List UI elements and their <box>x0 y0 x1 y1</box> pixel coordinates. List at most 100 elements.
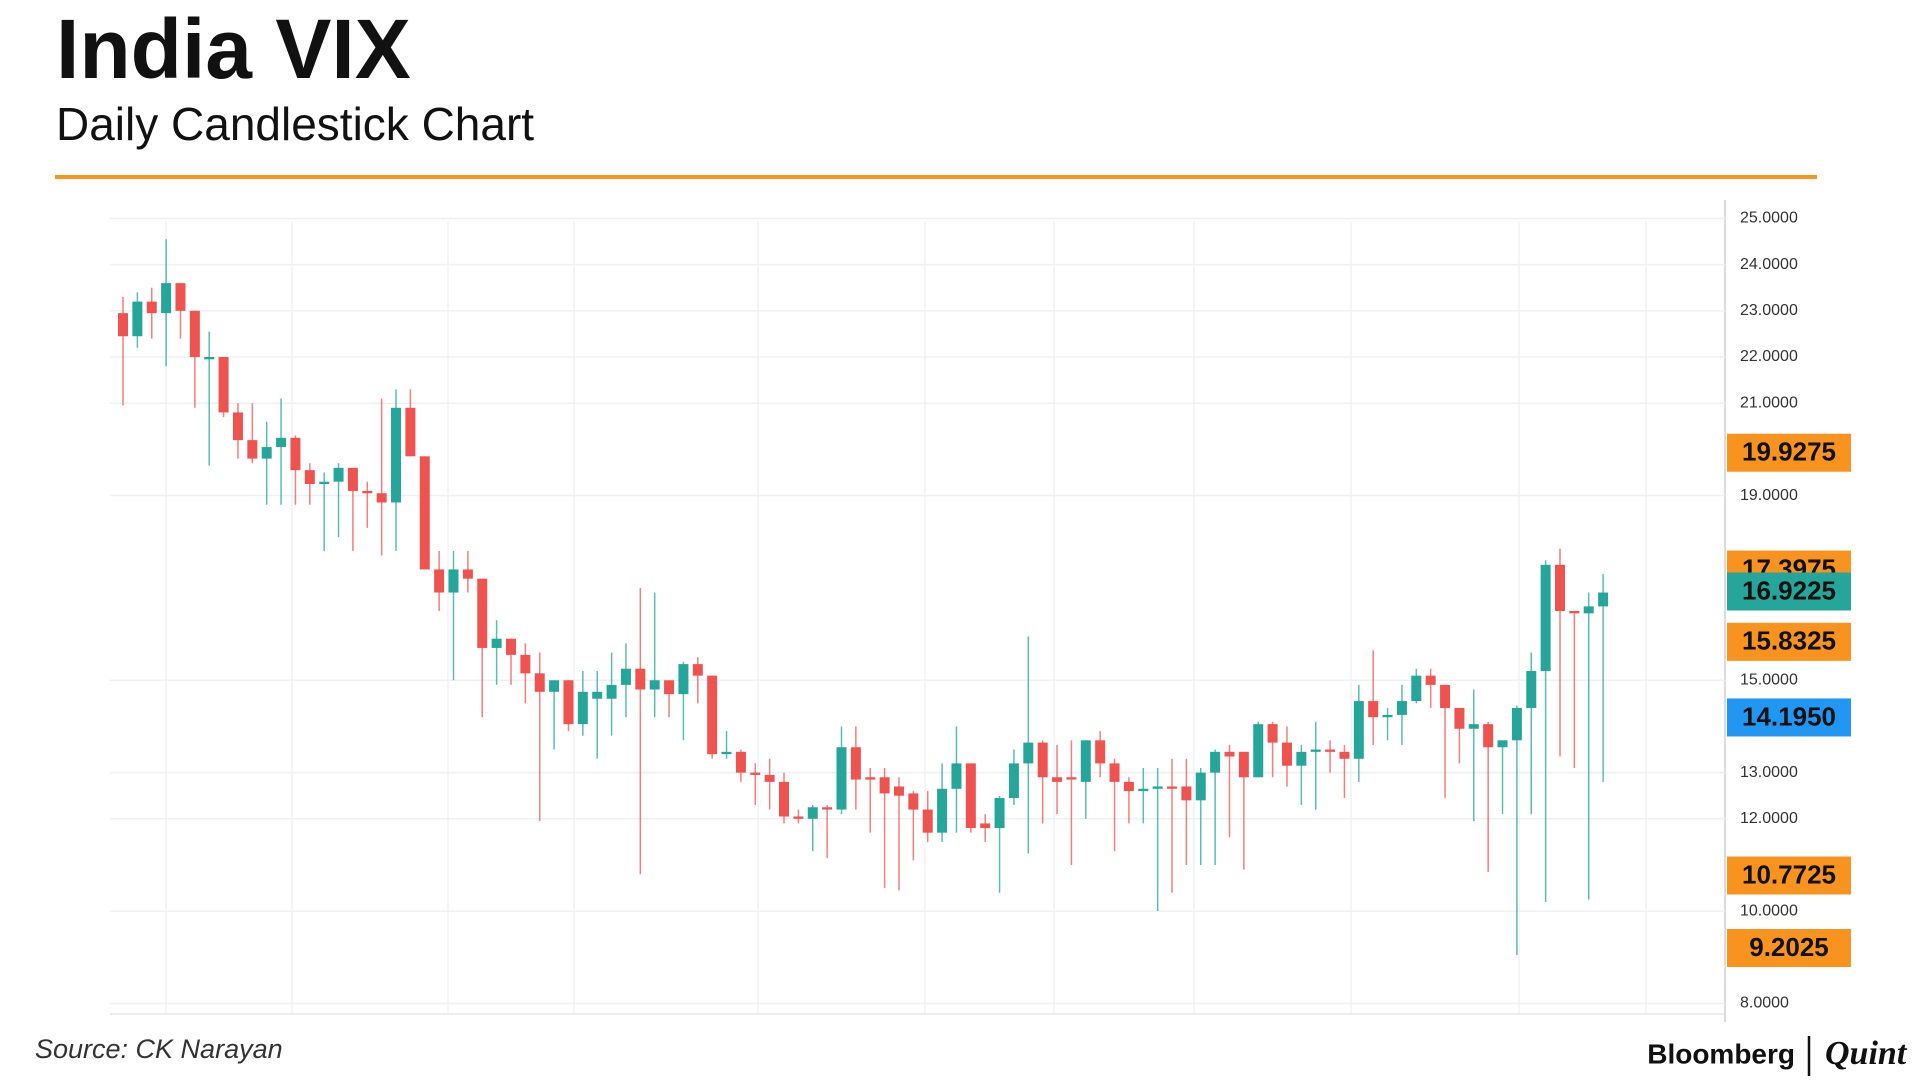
price-label: 9.2025 <box>1749 932 1829 962</box>
y-tick-label: 10.0000 <box>1740 902 1798 919</box>
y-tick-label: 24.0000 <box>1740 256 1798 273</box>
y-tick-label: 13.0000 <box>1740 764 1798 781</box>
candle-body <box>1224 751 1235 757</box>
candle-body <box>319 481 330 485</box>
candle-body <box>951 763 962 789</box>
candle-body <box>606 684 617 699</box>
y-tick-label: 19.0000 <box>1740 487 1798 504</box>
candle-body <box>1454 707 1465 729</box>
candle-body <box>807 807 818 819</box>
chart-title: India VIX <box>56 2 411 96</box>
candle-body <box>836 747 847 810</box>
brand-quint: Quint <box>1825 1035 1908 1072</box>
candle-body <box>721 751 732 755</box>
candle-body <box>391 407 402 503</box>
candle-body <box>1008 763 1019 799</box>
candle-body <box>1569 611 1580 614</box>
price-label-box <box>1727 622 1851 661</box>
candle-body <box>1037 742 1048 778</box>
candle-body <box>477 578 488 648</box>
candle-body <box>678 664 689 695</box>
candle-body <box>1123 781 1134 792</box>
candle-body <box>893 786 904 796</box>
candle-body <box>1339 751 1350 759</box>
candle-body <box>362 490 373 494</box>
candle-body <box>563 680 574 725</box>
candle-body <box>462 569 473 579</box>
candle-body <box>118 313 128 337</box>
price-label: 19.9275 <box>1742 437 1836 467</box>
candle-body <box>908 793 919 810</box>
candle-body <box>290 437 301 471</box>
candle-body <box>965 763 976 829</box>
candle-body <box>1598 592 1609 607</box>
candle-body <box>1281 742 1292 766</box>
price-label: 10.7725 <box>1742 859 1836 889</box>
candle-body <box>1368 701 1379 718</box>
candle-body <box>505 638 516 655</box>
candle-body <box>620 668 631 685</box>
candle-body <box>592 691 603 699</box>
candle-body <box>1425 675 1436 685</box>
price-label-box <box>1727 572 1851 611</box>
candle-body <box>577 691 588 725</box>
y-tick-label: 21.0000 <box>1740 394 1798 411</box>
brand-bloomberg: Bloomberg <box>1647 1038 1795 1069</box>
candle-body <box>664 680 675 695</box>
y-tick-label: 15.0000 <box>1740 671 1798 688</box>
candle-body <box>1540 564 1551 672</box>
candle-body <box>1052 777 1063 782</box>
candle-body <box>1080 740 1091 782</box>
candle-body <box>1353 701 1364 759</box>
candle-body <box>1382 714 1393 718</box>
candle-body <box>1396 701 1407 715</box>
candle-body <box>304 470 315 485</box>
y-tick-label: 22.0000 <box>1740 348 1798 365</box>
candle-body <box>175 283 186 311</box>
candle-body <box>1109 763 1120 782</box>
price-labels: 19.927517.397516.922515.832514.195010.77… <box>1727 433 1851 967</box>
candle-body <box>1468 724 1479 729</box>
chart-subtitle: Daily Candlestick Chart <box>56 98 534 150</box>
candle-body <box>1526 671 1537 708</box>
candle-body <box>333 467 344 482</box>
candle-body <box>1555 564 1565 611</box>
candle-body <box>937 788 948 833</box>
grid: 8.0000 10.0000 12.0000 13.0000 15.0000 19.000… <box>110 210 1798 1012</box>
price-label: 15.8325 <box>1742 626 1836 656</box>
candle-body <box>649 680 660 690</box>
candle-body <box>735 751 746 773</box>
price-label-box <box>1727 433 1851 472</box>
candle-body <box>1152 786 1163 789</box>
candle-body <box>1411 675 1422 702</box>
y-tick-label: 8.0000 <box>1740 995 1789 1012</box>
candle-body <box>276 437 287 448</box>
candle-body <box>1267 724 1278 743</box>
candle-body <box>218 357 229 413</box>
candle-body <box>692 664 703 676</box>
source: Source: CK Narayan <box>35 1034 283 1064</box>
candle-body <box>1511 707 1522 741</box>
candle-body <box>232 412 243 441</box>
price-label-box <box>1727 928 1851 967</box>
candle-body <box>1497 740 1508 748</box>
y-tick-label: 23.0000 <box>1740 302 1798 319</box>
candle-body <box>635 668 646 690</box>
candle-body <box>534 673 545 692</box>
candle-body <box>405 407 416 457</box>
candle-body <box>491 638 502 648</box>
y-tick-label: 25.0000 <box>1740 210 1798 227</box>
candle-body <box>879 777 890 794</box>
candle-body <box>347 467 358 491</box>
candle-body <box>1195 772 1206 801</box>
candle-body <box>764 774 775 782</box>
candle-body <box>261 447 272 459</box>
candle-body <box>707 675 718 755</box>
candle-body <box>994 798 1005 829</box>
price-label-box <box>1727 698 1851 737</box>
candle-body <box>1181 786 1192 801</box>
price-label: 14.1950 <box>1742 701 1836 731</box>
candle-body <box>247 440 258 459</box>
candle-body <box>1325 749 1336 752</box>
